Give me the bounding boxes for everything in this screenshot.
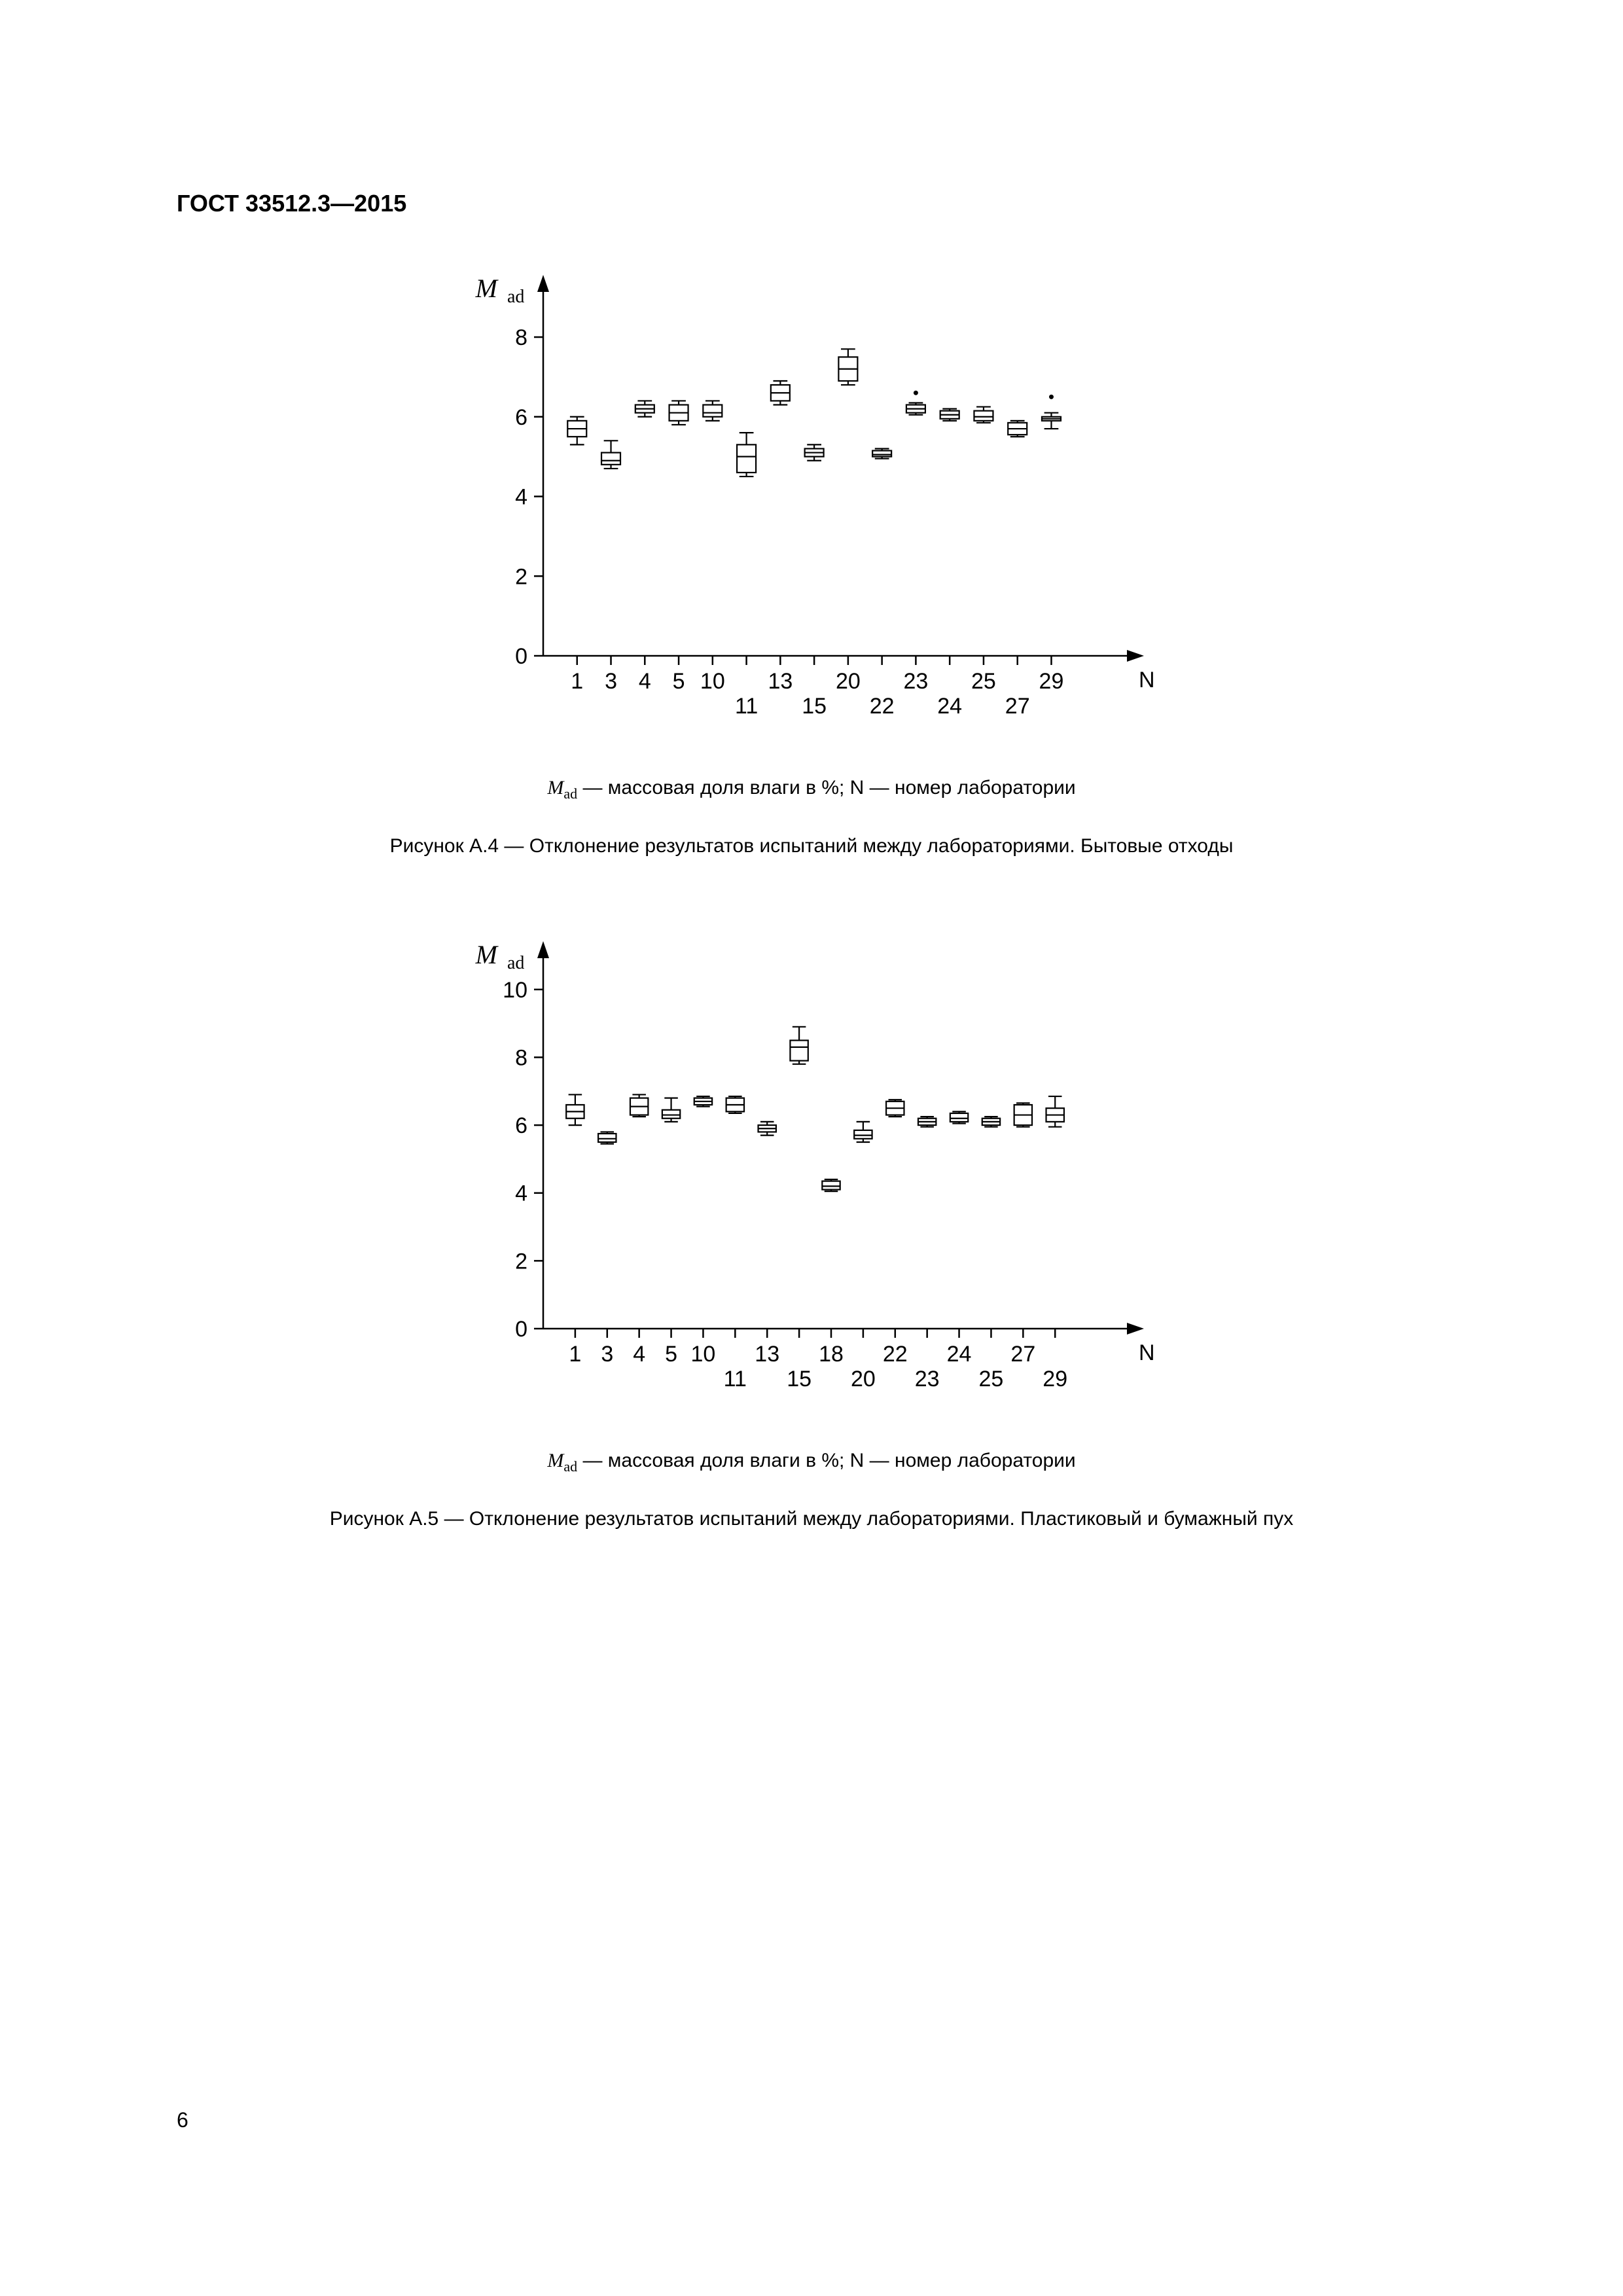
legend-m-subscript: ad <box>563 785 577 802</box>
svg-text:29: 29 <box>1039 669 1064 694</box>
svg-text:11: 11 <box>735 694 758 719</box>
svg-text:13: 13 <box>768 669 793 694</box>
figure-a4-legend: Mad — массовая доля влаги в %; N — номер… <box>177 777 1446 802</box>
svg-text:4: 4 <box>515 485 527 510</box>
svg-text:25: 25 <box>979 1367 1004 1391</box>
svg-text:N: N <box>1139 1340 1155 1365</box>
svg-text:M: M <box>475 940 499 969</box>
svg-text:3: 3 <box>605 669 617 694</box>
svg-text:10: 10 <box>700 669 725 694</box>
figure-a4-chart: 0246813451011131520222324252729MadN <box>425 257 1198 744</box>
svg-text:24: 24 <box>947 1342 972 1367</box>
figure-a4-svg: 0246813451011131520222324252729MadN <box>425 257 1198 741</box>
svg-text:22: 22 <box>870 694 895 719</box>
svg-text:ad: ad <box>507 287 524 307</box>
svg-text:18: 18 <box>819 1342 844 1367</box>
legend-text: — массовая доля влаги в %; N — номер лаб… <box>577 1450 1076 1471</box>
svg-text:1: 1 <box>571 669 583 694</box>
legend-m-subscript: ad <box>563 1458 577 1475</box>
svg-text:10: 10 <box>691 1342 716 1367</box>
svg-text:15: 15 <box>787 1367 812 1391</box>
legend-text: — массовая доля влаги в %; N — номер лаб… <box>577 777 1076 798</box>
svg-text:23: 23 <box>915 1367 940 1391</box>
svg-text:3: 3 <box>601 1342 613 1367</box>
svg-text:25: 25 <box>971 669 996 694</box>
legend-m-symbol: M <box>547 777 563 798</box>
svg-text:4: 4 <box>515 1181 527 1206</box>
svg-text:13: 13 <box>755 1342 779 1367</box>
svg-text:0: 0 <box>515 1317 527 1342</box>
document-header: ГОСТ 33512.3—2015 <box>177 190 1446 217</box>
svg-text:6: 6 <box>515 1113 527 1138</box>
legend-m-symbol: M <box>547 1450 563 1471</box>
svg-text:6: 6 <box>515 405 527 430</box>
svg-text:2: 2 <box>515 564 527 589</box>
svg-text:24: 24 <box>937 694 962 719</box>
svg-text:11: 11 <box>724 1367 747 1391</box>
figure-a5-legend: Mad — массовая доля влаги в %; N — номер… <box>177 1450 1446 1475</box>
svg-text:M: M <box>475 274 499 303</box>
svg-text:27: 27 <box>1005 694 1030 719</box>
svg-text:27: 27 <box>1010 1342 1035 1367</box>
svg-text:22: 22 <box>883 1342 908 1367</box>
figure-a5-block: 02468101345101113151820222324252729MadN … <box>177 929 1446 1530</box>
figure-a4-block: 0246813451011131520222324252729MadN Mad … <box>177 257 1446 857</box>
figure-a4-caption: Рисунок А.4 — Отклонение результатов исп… <box>177 835 1446 857</box>
svg-text:20: 20 <box>851 1367 876 1391</box>
svg-text:0: 0 <box>515 644 527 669</box>
svg-text:4: 4 <box>639 669 651 694</box>
svg-text:10: 10 <box>503 978 527 1003</box>
svg-text:29: 29 <box>1043 1367 1067 1391</box>
svg-text:8: 8 <box>515 325 527 350</box>
figure-a5-chart: 02468101345101113151820222324252729MadN <box>425 929 1198 1417</box>
svg-text:2: 2 <box>515 1249 527 1274</box>
svg-text:1: 1 <box>569 1342 581 1367</box>
figure-a5-caption: Рисунок А.5 — Отклонение результатов исп… <box>177 1508 1446 1530</box>
svg-text:8: 8 <box>515 1045 527 1070</box>
figure-a5-svg: 02468101345101113151820222324252729MadN <box>425 929 1198 1414</box>
svg-text:23: 23 <box>903 669 928 694</box>
page-number: 6 <box>177 2108 188 2132</box>
svg-text:5: 5 <box>673 669 685 694</box>
svg-text:15: 15 <box>802 694 827 719</box>
svg-text:4: 4 <box>633 1342 645 1367</box>
svg-text:5: 5 <box>665 1342 677 1367</box>
svg-text:20: 20 <box>836 669 861 694</box>
svg-text:ad: ad <box>507 953 524 973</box>
svg-text:N: N <box>1139 668 1155 692</box>
